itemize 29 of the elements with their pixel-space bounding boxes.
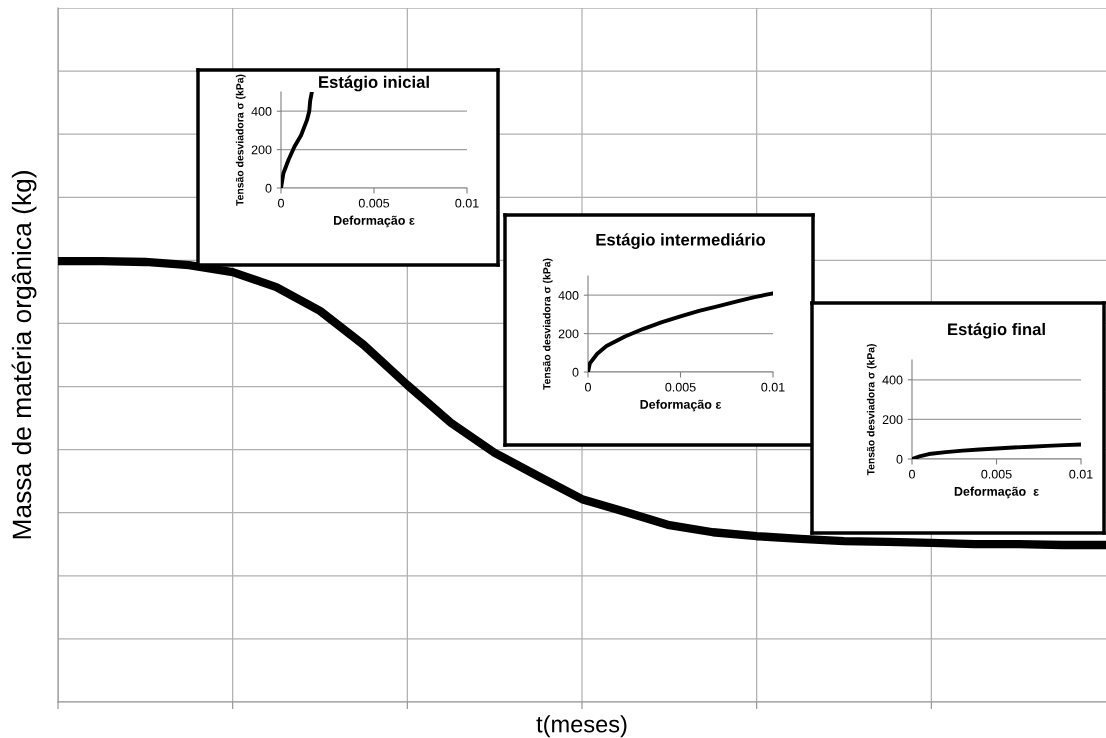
y-axis-title: Tensão desviadora σ (kPa) — [235, 74, 246, 206]
x-tick-label: 0 — [278, 198, 284, 208]
y-tick-label: 200 — [882, 415, 903, 425]
y-tick-label: 200 — [251, 145, 272, 155]
x-tick-label: 0.01 — [1069, 469, 1093, 479]
x-tick-label: 0.005 — [358, 198, 390, 208]
y-tick-label: 400 — [558, 291, 579, 300]
x-tick-label: 0.01 — [761, 382, 785, 392]
y-tick-label: 0 — [265, 183, 272, 193]
y-tick-label: 0 — [572, 367, 579, 377]
x-tick-label: 0 — [909, 469, 915, 479]
chart-title: Estágio inicial — [319, 75, 429, 92]
x-axis-title: t(meses) — [536, 715, 627, 738]
chart-title: Estágio intermediário — [596, 233, 766, 249]
x-tick-label: 0.005 — [665, 382, 696, 392]
chart-title: Estágio final — [948, 322, 1045, 339]
x-axis-title: Deformação ε — [640, 399, 722, 412]
x-tick-label: 0.005 — [981, 469, 1012, 479]
y-tick-label: 400 — [882, 375, 903, 385]
y-tick-label: 400 — [251, 107, 272, 116]
x-axis-title: Deformação ε — [334, 215, 415, 228]
y-tick-label: 200 — [558, 329, 579, 339]
y-axis-title: Tensão desviadora σ (kPa) — [866, 344, 877, 476]
x-axis-title: Deformação ε — [954, 486, 1039, 499]
y-axis-title: Massa de matéria orgânica (kg) — [11, 171, 37, 539]
y-axis-title: Tensão desviadora σ (kPa) — [542, 258, 553, 390]
y-tick-label: 0 — [896, 454, 903, 464]
x-tick-label: 0 — [585, 382, 591, 392]
x-tick-label: 0.01 — [455, 198, 479, 208]
